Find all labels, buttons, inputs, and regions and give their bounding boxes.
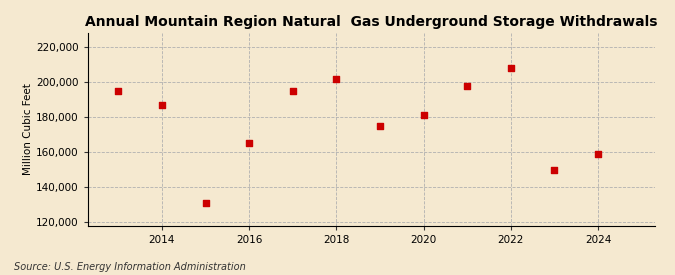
- Point: [462, 83, 472, 88]
- Title: Annual Mountain Region Natural  Gas Underground Storage Withdrawals: Annual Mountain Region Natural Gas Under…: [85, 15, 657, 29]
- Point: [113, 89, 124, 93]
- Point: [200, 200, 211, 205]
- Text: Source: U.S. Energy Information Administration: Source: U.S. Energy Information Administ…: [14, 262, 245, 272]
- Point: [157, 103, 167, 107]
- Point: [375, 123, 385, 128]
- Point: [506, 66, 516, 70]
- Point: [288, 89, 298, 93]
- Y-axis label: Million Cubic Feet: Million Cubic Feet: [24, 83, 33, 175]
- Point: [418, 113, 429, 117]
- Point: [549, 167, 560, 172]
- Point: [244, 141, 254, 145]
- Point: [331, 76, 342, 81]
- Point: [593, 152, 603, 156]
